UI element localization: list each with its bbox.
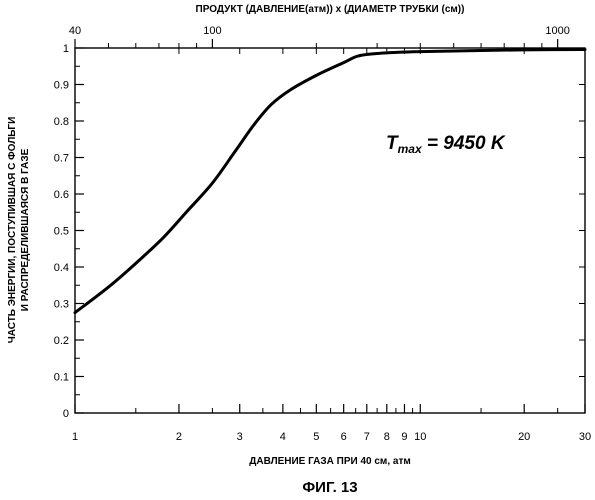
- x-tick-label: 20: [518, 431, 530, 443]
- plot-frame: [75, 48, 585, 413]
- y-tick-label: 0.7: [54, 153, 69, 165]
- y-tick-label: 1: [63, 43, 69, 55]
- figure-caption: ФИГ. 13: [302, 479, 357, 496]
- y-tick-label: 0.4: [54, 262, 69, 274]
- x-tick-label: 10: [414, 431, 426, 443]
- top-tick-label: 1000: [545, 25, 569, 37]
- top-tick-label: 100: [203, 25, 221, 37]
- x-tick-label: 4: [280, 431, 286, 443]
- x-tick-label: 30: [579, 431, 591, 443]
- tmax-annotation-sub: max: [398, 142, 423, 156]
- top-axis-ticks: 40 100 1000: [69, 25, 570, 48]
- x-axis-label: ДАВЛЕНИЕ ГАЗА ПРИ 40 см, атм: [249, 456, 410, 467]
- y-tick-label: 0.8: [54, 116, 69, 128]
- top-tick-label: 40: [69, 25, 81, 37]
- x-tick-label: 8: [384, 431, 390, 443]
- y-tick-label: 0.3: [54, 299, 69, 311]
- left-axis-ticks: 0 0.1 0.2 0.3 0.4 0.5 0.6 0.7 0.8 0.9 1: [54, 43, 585, 420]
- y-tick-label: 0.2: [54, 335, 69, 347]
- tmax-annotation: Tmax = 9450 K: [386, 133, 506, 156]
- y-tick-label: 0.1: [54, 372, 69, 384]
- x-tick-label: 7: [364, 431, 370, 443]
- y-tick-label: 0.6: [54, 189, 69, 201]
- x-tick-label: 3: [237, 431, 243, 443]
- y-tick-label: 0: [63, 408, 69, 420]
- tmax-annotation-rest: = 9450 K: [422, 133, 506, 154]
- x-tick-label: 2: [176, 431, 182, 443]
- top-axis-label: ПРОДУКТ (ДАВЛЕНИЕ(атм)) x (ДИАМЕТР ТРУБК…: [196, 4, 465, 15]
- y-axis-label-line2: И РАСПРЕДЕЛИВШАЯСЯ В ГАЗЕ: [20, 148, 31, 311]
- series-line-0: [75, 49, 585, 312]
- y-axis-label-line1: ЧАСТЬ ЭНЕРГИИ, ПОСТУПИВШАЯ С ФОЛЬГИ: [7, 117, 18, 344]
- x-tick-label: 1: [72, 431, 78, 443]
- series-layer: [75, 49, 585, 312]
- y-tick-label: 0.5: [54, 226, 69, 238]
- x-tick-label: 5: [313, 431, 319, 443]
- x-tick-label: 9: [401, 431, 407, 443]
- y-tick-label: 0.9: [54, 80, 69, 92]
- bottom-axis-ticks: 1 2 3 4 5 6 7 89 10 20 30: [72, 48, 591, 443]
- x-tick-label: 6: [341, 431, 347, 443]
